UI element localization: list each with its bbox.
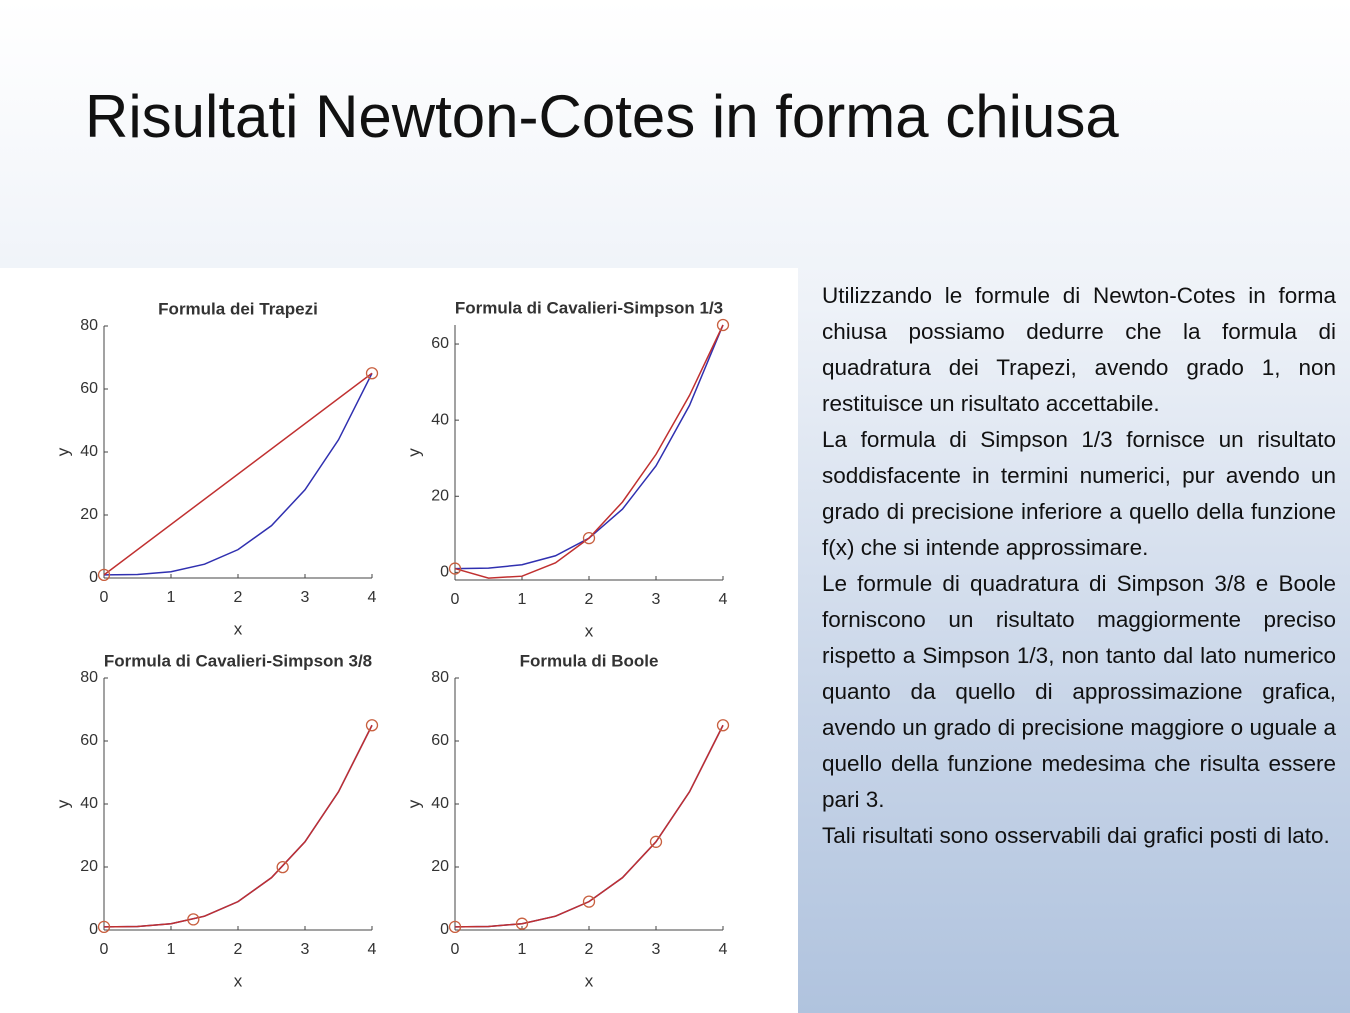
node-marker (276, 860, 289, 874)
paragraph: Utilizzando le formule di Newton-Cotes i… (822, 283, 1336, 416)
curve (103, 724, 373, 928)
x-tick-label: 1 (167, 941, 176, 958)
y-axis-label: y (404, 799, 423, 808)
chart-title: Formula di Cavalieri-Simpson 3/8 (104, 651, 372, 670)
curve (103, 724, 373, 928)
y-tick-label: 80 (431, 669, 449, 686)
curve (454, 724, 724, 928)
paragraph: La formula di Simpson 1/3 fornisce un ri… (822, 427, 1336, 560)
x-tick-label: 2 (585, 591, 594, 608)
x-tick-label: 1 (518, 591, 527, 608)
x-tick-label: 1 (518, 941, 527, 958)
y-tick-label: 20 (80, 506, 98, 523)
y-tick-label: 40 (80, 443, 98, 460)
x-tick-label: 1 (167, 589, 176, 606)
x-tick-label: 3 (652, 941, 661, 958)
x-tick-label: 4 (719, 591, 728, 608)
x-tick-label: 0 (451, 591, 460, 608)
node-marker (448, 920, 462, 933)
x-tick-label: 2 (234, 941, 243, 958)
node-marker (97, 568, 111, 581)
node-marker (582, 895, 596, 908)
x-tick-label: 4 (719, 941, 728, 958)
y-tick-label: 20 (431, 487, 449, 504)
node-marker (515, 917, 529, 930)
slide-title: Risultati Newton-Cotes in forma chiusa (85, 83, 1119, 150)
curve (454, 324, 724, 579)
x-tick-label: 2 (585, 941, 594, 958)
chart-title: Formula di Cavalieri-Simpson 1/3 (455, 298, 723, 317)
y-tick-label: 80 (80, 669, 98, 686)
y-tick-label: 40 (431, 795, 449, 812)
x-tick-label: 4 (368, 589, 377, 606)
node-marker (365, 719, 379, 732)
node-marker (716, 719, 730, 732)
x-tick-label: 4 (368, 941, 377, 958)
y-tick-label: 40 (431, 411, 449, 428)
x-tick-label: 2 (234, 589, 243, 606)
x-tick-label: 0 (100, 941, 109, 958)
node-marker (582, 531, 596, 545)
chart-panel (0, 268, 798, 1013)
y-tick-label: 20 (80, 858, 98, 875)
x-axis-label: x (234, 971, 243, 990)
x-tick-label: 3 (301, 589, 310, 606)
chart-title: Formula di Boole (520, 651, 659, 670)
y-tick-label: 0 (440, 921, 449, 938)
x-tick-label: 3 (301, 941, 310, 958)
x-axis-label: x (585, 971, 594, 990)
y-tick-label: 0 (89, 569, 98, 586)
y-tick-label: 60 (431, 732, 449, 749)
node-marker (365, 367, 379, 380)
chart-title: Formula dei Trapezi (158, 299, 318, 318)
y-axis-label: y (53, 799, 72, 808)
curve (103, 372, 373, 576)
paragraph: Tali risultati sono osservabili dai graf… (822, 823, 1330, 848)
y-tick-label: 0 (89, 921, 98, 938)
x-axis-label: x (234, 619, 243, 638)
y-tick-label: 20 (431, 858, 449, 875)
y-tick-label: 60 (431, 335, 449, 352)
curve (103, 372, 373, 576)
text-body: Utilizzando le formule di Newton-Cotes i… (822, 278, 1336, 854)
y-tick-label: 0 (440, 564, 449, 581)
paragraph: Le formule di quadratura di Simpson 3/8 … (822, 571, 1336, 812)
y-tick-label: 60 (80, 732, 98, 749)
y-tick-label: 80 (80, 317, 98, 334)
x-tick-label: 3 (652, 591, 661, 608)
y-tick-label: 60 (80, 380, 98, 397)
node-marker (649, 835, 663, 848)
node-marker (448, 562, 462, 575)
node-marker (97, 920, 111, 933)
y-tick-label: 40 (80, 795, 98, 812)
y-axis-label: y (53, 447, 72, 456)
x-axis-label: x (585, 621, 594, 640)
x-tick-label: 0 (451, 941, 460, 958)
node-marker (187, 913, 200, 926)
node-marker (716, 318, 730, 332)
x-tick-label: 0 (100, 589, 109, 606)
y-axis-label: y (404, 448, 423, 457)
